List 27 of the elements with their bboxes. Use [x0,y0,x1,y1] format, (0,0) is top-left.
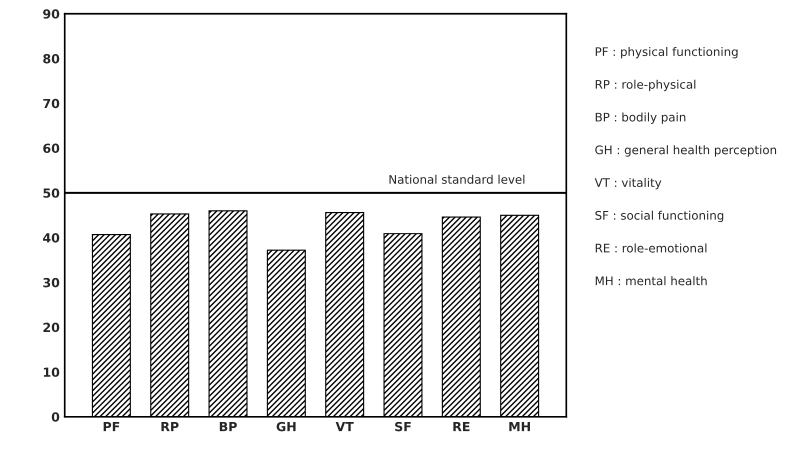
text: PF : physical functioning [596,46,738,58]
x-tick-label: MH [509,422,530,432]
y-tick-label: 20 [43,322,60,332]
text: BP : bodily pain [596,112,686,124]
y-tick-label: 90 [43,9,60,19]
text: RE : role-emotional [596,243,706,253]
x-tick-label: GH [276,422,296,432]
ref-line-label: National standard level [389,174,524,184]
x-tick-label: RE [453,422,470,432]
x-tick-label: PF [104,422,120,432]
y-tick-label: 50 [43,188,60,198]
y-tick-label: 40 [43,233,60,243]
text: SF : social functioning [595,210,724,222]
text: VT : vitality [594,178,662,190]
x-tick-label: BP [220,422,237,432]
y-tick-label: 80 [43,54,60,64]
y-tick-label: 70 [43,98,60,108]
y-tick-label: 30 [43,278,60,288]
text: MH : mental health [596,276,707,286]
x-tick-label: RP [161,422,179,432]
y-tick-label: 10 [44,367,60,377]
y-tick-label: 60 [43,144,60,154]
x-tick-label: VT [336,422,354,432]
y-tick-label: 0 [52,412,60,422]
text: RP : role-physical [596,80,696,92]
x-tick-label: SF [395,422,411,432]
text: GH : general health perception [595,145,776,157]
